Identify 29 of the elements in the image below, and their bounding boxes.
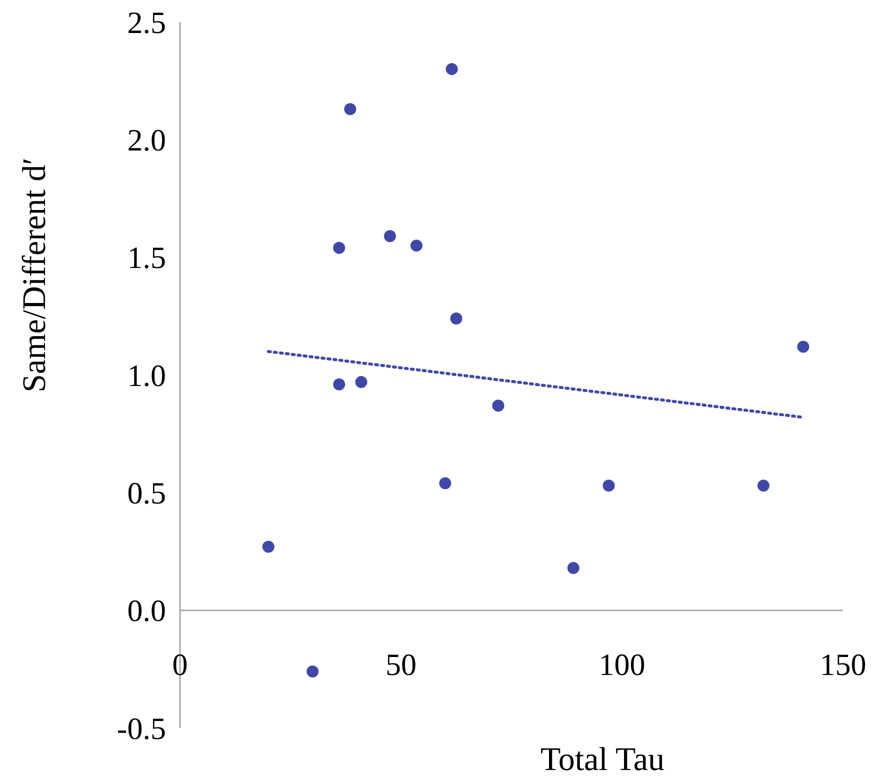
point (450, 312, 462, 325)
point (446, 63, 458, 76)
point (757, 480, 770, 492)
point (410, 240, 422, 252)
point (306, 666, 319, 678)
y-tick-label: 2.0 (127, 122, 166, 158)
point (344, 103, 356, 116)
y-tick-label: 1.5 (127, 240, 166, 276)
point (439, 477, 452, 490)
point (384, 230, 396, 242)
x-axis-title: Total Tau (540, 742, 664, 778)
x-tick-label: 150 (820, 647, 866, 682)
point (262, 540, 274, 553)
y-tick-label: 2.5 (127, 4, 166, 40)
y-tick-label: -0.5 (116, 710, 166, 746)
x-tick-label: 0 (172, 647, 188, 682)
x-tick-label: 50 (386, 647, 416, 682)
y-axis-title: Same/Different d′ (17, 158, 53, 392)
y-tick-label: 0.0 (127, 593, 166, 628)
point (567, 562, 580, 574)
point (333, 242, 346, 254)
point (797, 340, 810, 353)
y-tick-label: 0.5 (127, 476, 166, 511)
point (333, 378, 346, 390)
point (355, 376, 368, 388)
y-tick-label: 1.0 (127, 358, 166, 393)
point (492, 400, 504, 412)
point (602, 480, 615, 492)
x-tick-label: 100 (598, 647, 646, 682)
